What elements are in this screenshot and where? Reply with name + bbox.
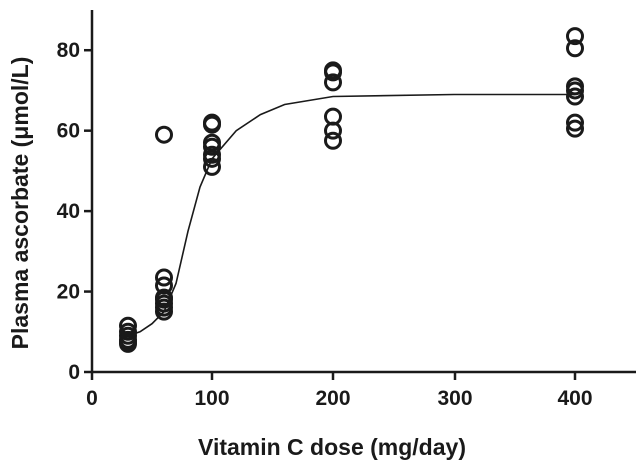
y-tick-label: 20 (57, 281, 80, 304)
y-axis-title: Plasma ascorbate (μmol/L) (7, 57, 33, 350)
data-point (324, 131, 342, 150)
data-point (324, 63, 342, 82)
data-point (203, 149, 221, 168)
x-tick-label: 400 (557, 387, 592, 410)
data-point (203, 115, 221, 134)
y-tick-label: 80 (57, 39, 80, 62)
x-tick-label: 100 (194, 387, 229, 410)
data-point (566, 81, 584, 100)
data-point (566, 119, 584, 138)
data-point (566, 113, 584, 132)
data-points (119, 27, 584, 353)
fit-curve-layer (127, 93, 575, 337)
y-tick-label: 60 (57, 120, 80, 143)
data-point (324, 73, 342, 92)
fit-curve (127, 93, 575, 337)
data-point (203, 157, 221, 176)
data-point (203, 137, 221, 156)
data-point (566, 87, 584, 106)
x-tick-label: 0 (86, 387, 98, 410)
x-tick-label: 300 (437, 387, 472, 410)
x-axis-title: Vitamin C dose (mg/day) (198, 434, 466, 460)
y-tick-label: 0 (68, 361, 80, 384)
axes: 0 20 40 60 80 0 100 200 300 400 (57, 10, 636, 410)
data-point (155, 268, 173, 287)
y-tick-label: 40 (57, 200, 80, 223)
data-point (155, 125, 173, 144)
data-point (566, 27, 584, 46)
data-point (119, 334, 137, 353)
data-point (324, 121, 342, 140)
data-point (566, 39, 584, 58)
data-point (155, 302, 173, 321)
x-tick-label: 200 (315, 387, 350, 410)
